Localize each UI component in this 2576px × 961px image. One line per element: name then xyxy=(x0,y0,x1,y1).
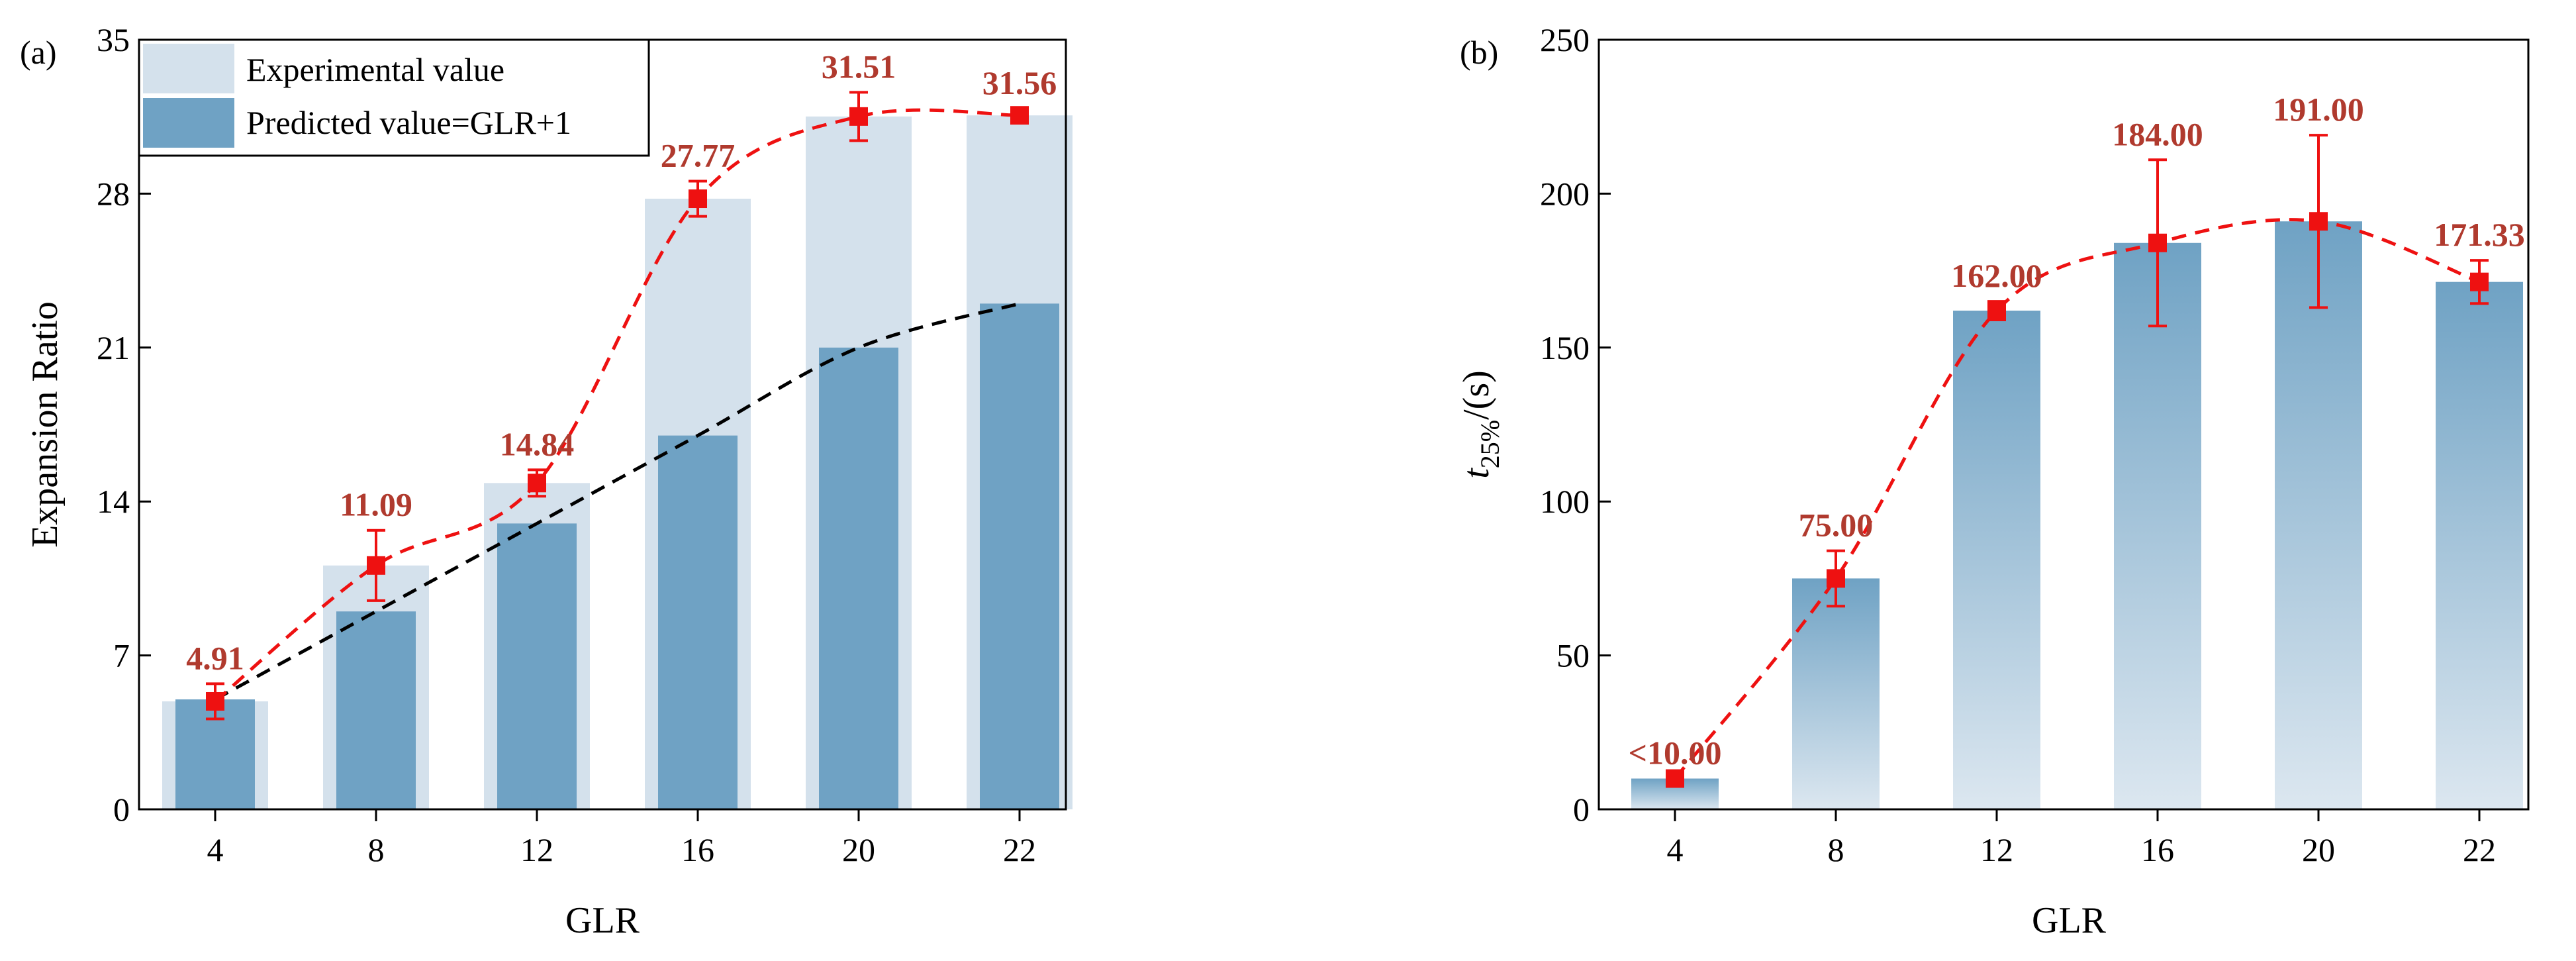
y-tick-label: 100 xyxy=(1540,483,1590,520)
data-label: 31.56 xyxy=(982,64,1057,101)
predicted-bar xyxy=(819,347,898,809)
y-axis-b: 0 50 100 150 200 250 xyxy=(1540,21,1611,828)
data-point xyxy=(367,556,385,575)
x-tick-label: 20 xyxy=(2302,831,2335,868)
x-axis-a: 4 8 12 16 20 22 xyxy=(207,809,1036,868)
y-tick-label: 14 xyxy=(97,483,130,520)
data-label: 27.77 xyxy=(661,136,736,174)
x-tick-label: 12 xyxy=(1980,831,2013,868)
data-point xyxy=(2470,272,2489,291)
y-tick-label: 250 xyxy=(1540,21,1590,58)
y-tick-label: 35 xyxy=(97,21,130,58)
predicted-trend-line xyxy=(214,301,1020,701)
y-tick-label: 0 xyxy=(113,791,130,828)
predicted-bar xyxy=(336,611,416,809)
predicted-bars xyxy=(175,303,1059,809)
data-point xyxy=(528,474,546,493)
time-bar xyxy=(1953,311,2040,809)
x-axis-title-b: GLR xyxy=(2032,900,2107,941)
y-tick-label: 28 xyxy=(97,175,130,212)
time-trend-line xyxy=(1674,218,2480,780)
time-bars xyxy=(1631,221,2523,809)
legend-swatch-predicted xyxy=(143,98,234,148)
predicted-bar xyxy=(980,303,1059,809)
data-label: 171.33 xyxy=(2434,216,2525,253)
x-tick-label: 16 xyxy=(2141,831,2174,868)
data-point xyxy=(2148,233,2167,252)
data-label: <10.00 xyxy=(1629,734,1722,772)
y-tick-label: 200 xyxy=(1540,175,1590,212)
y-tick-label: 21 xyxy=(97,329,130,366)
data-label: 4.91 xyxy=(186,639,244,676)
data-point xyxy=(1010,106,1029,125)
data-labels: 4.91 11.09 14.84 27.77 31.51 31.56 xyxy=(186,48,1057,676)
data-label: 14.84 xyxy=(500,425,575,462)
x-tick-label: 22 xyxy=(2463,831,2496,868)
predicted-bar xyxy=(658,435,738,809)
legend-label-predicted: Predicted value=GLR+1 xyxy=(246,104,571,141)
data-label: 162.00 xyxy=(1951,257,2042,294)
panel-b: <10.00 75.00 162.00 184.00 191.00 171.33 0 50 1… xyxy=(1456,21,2530,941)
x-tick-label: 20 xyxy=(842,831,875,868)
data-point xyxy=(689,189,707,209)
legend-swatch-experimental xyxy=(143,44,234,93)
data-labels: <10.00 75.00 162.00 184.00 191.00 171.33 xyxy=(1629,91,2525,771)
data-point xyxy=(1666,769,1684,788)
data-points xyxy=(1666,212,2489,788)
data-label: 191.00 xyxy=(2273,91,2364,128)
y-tick-label: 7 xyxy=(113,637,130,674)
x-tick-label: 4 xyxy=(1667,831,1684,868)
time-bar xyxy=(2436,281,2523,809)
panel-label-a: (a) xyxy=(20,34,57,71)
x-tick-label: 16 xyxy=(681,831,714,868)
plot-frame-b xyxy=(1598,38,2530,811)
y-tick-label: 150 xyxy=(1540,329,1590,366)
time-bar xyxy=(2275,221,2362,809)
data-point xyxy=(2309,212,2328,231)
x-tick-label: 8 xyxy=(368,831,385,868)
data-point xyxy=(1827,569,1845,588)
panel-label-b: (b) xyxy=(1460,34,1498,71)
legend-label-experimental: Experimental value xyxy=(246,51,504,88)
data-label: 11.09 xyxy=(340,486,412,523)
x-axis-b: 4 8 12 16 20 22 xyxy=(1667,809,2496,868)
panel-a: 4.91 11.09 14.84 27.77 31.51 31.56 0 7 14 21 28 35… xyxy=(20,21,1073,941)
y-axis-title-b: t25%/(s) xyxy=(1456,370,1505,479)
y-tick-label: 50 xyxy=(1556,637,1590,674)
y-axis-title-a: Expansion Ratio xyxy=(24,301,66,548)
data-points xyxy=(206,106,1029,711)
legend: Experimental value Predicted value=GLR+1 xyxy=(138,38,650,157)
data-point xyxy=(1987,301,2006,321)
data-point xyxy=(206,691,224,711)
x-axis-title-a: GLR xyxy=(565,900,640,941)
x-tick-label: 8 xyxy=(1828,831,1844,868)
data-label: 31.51 xyxy=(822,48,896,85)
y-tick-label: 0 xyxy=(1573,791,1590,828)
time-bar xyxy=(2114,242,2201,809)
time-bar xyxy=(1792,578,1880,809)
predicted-bar xyxy=(497,523,577,809)
data-label: 75.00 xyxy=(1799,507,1874,544)
experimental-bars xyxy=(162,115,1073,809)
data-label: 184.00 xyxy=(2112,115,2203,152)
y-axis-a: 0 7 14 21 28 35 xyxy=(97,21,151,828)
x-tick-label: 22 xyxy=(1003,831,1036,868)
x-tick-label: 4 xyxy=(207,831,224,868)
x-tick-label: 12 xyxy=(520,831,553,868)
data-point xyxy=(849,107,868,126)
